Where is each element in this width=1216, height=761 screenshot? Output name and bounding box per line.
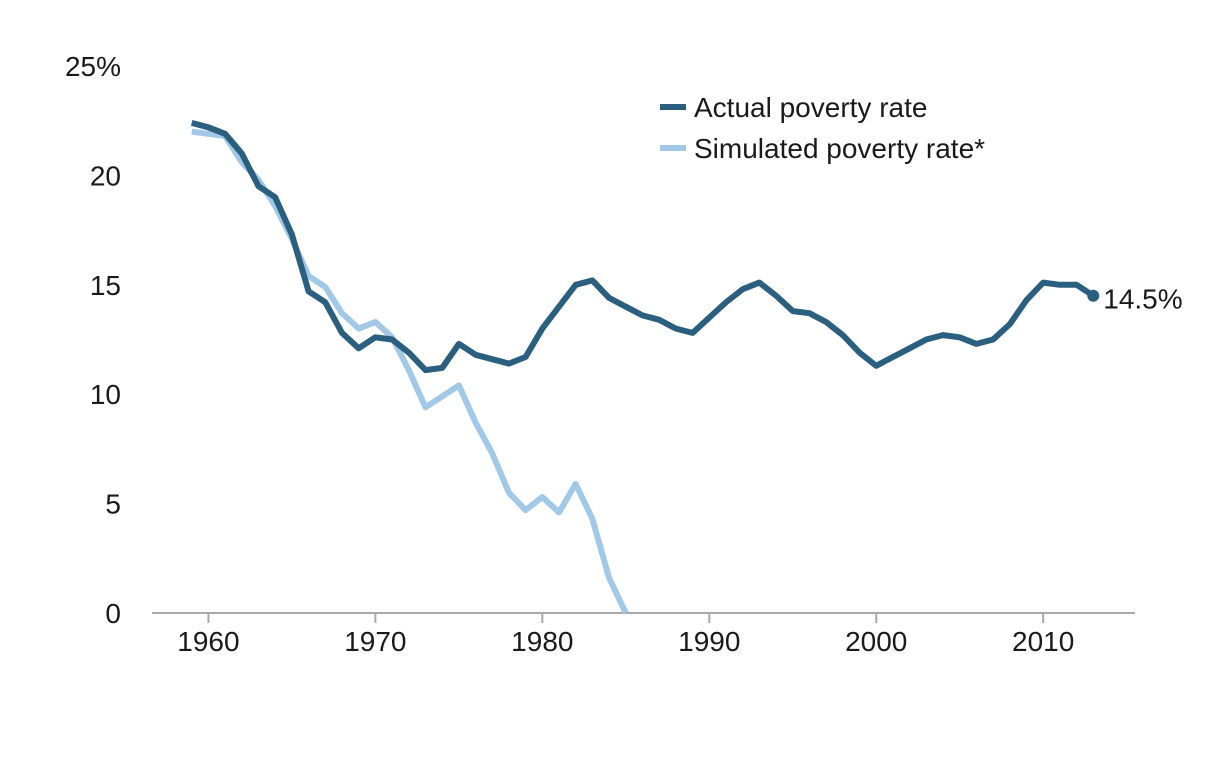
x-tick-label: 1980 bbox=[511, 626, 573, 657]
y-tick-label: 5 bbox=[105, 489, 121, 520]
series-layer bbox=[190, 119, 1095, 615]
series-line-simulated bbox=[191, 128, 629, 615]
x-tick-label: 1960 bbox=[177, 626, 239, 657]
end-point-marker bbox=[1087, 289, 1100, 302]
y-tick-label: 10 bbox=[90, 379, 121, 410]
y-tick-label: 0 bbox=[105, 598, 121, 629]
y-tick-label: 25% bbox=[65, 51, 121, 82]
y-tick-label: 15 bbox=[90, 270, 121, 301]
series-line-actual bbox=[190, 119, 1095, 374]
end-value-label: 14.5% bbox=[1103, 284, 1182, 315]
legend-label-simulated: Simulated poverty rate* bbox=[694, 133, 985, 164]
x-tick-label: 1970 bbox=[344, 626, 406, 657]
y-tick-label: 20 bbox=[90, 160, 121, 191]
annotation-layer: 14.5% bbox=[1087, 284, 1183, 315]
x-tick-label: 1990 bbox=[678, 626, 740, 657]
y-axis-ticks: 0 5 10 15 20 25% bbox=[65, 51, 121, 629]
legend-label-actual: Actual poverty rate bbox=[694, 92, 927, 123]
x-tick-label: 2010 bbox=[1012, 626, 1074, 657]
x-tick-label: 2000 bbox=[845, 626, 907, 657]
x-axis-ticks: 1960 1970 1980 1990 2000 2010 bbox=[177, 613, 1074, 657]
legend: Actual poverty rate Simulated poverty ra… bbox=[660, 92, 985, 164]
